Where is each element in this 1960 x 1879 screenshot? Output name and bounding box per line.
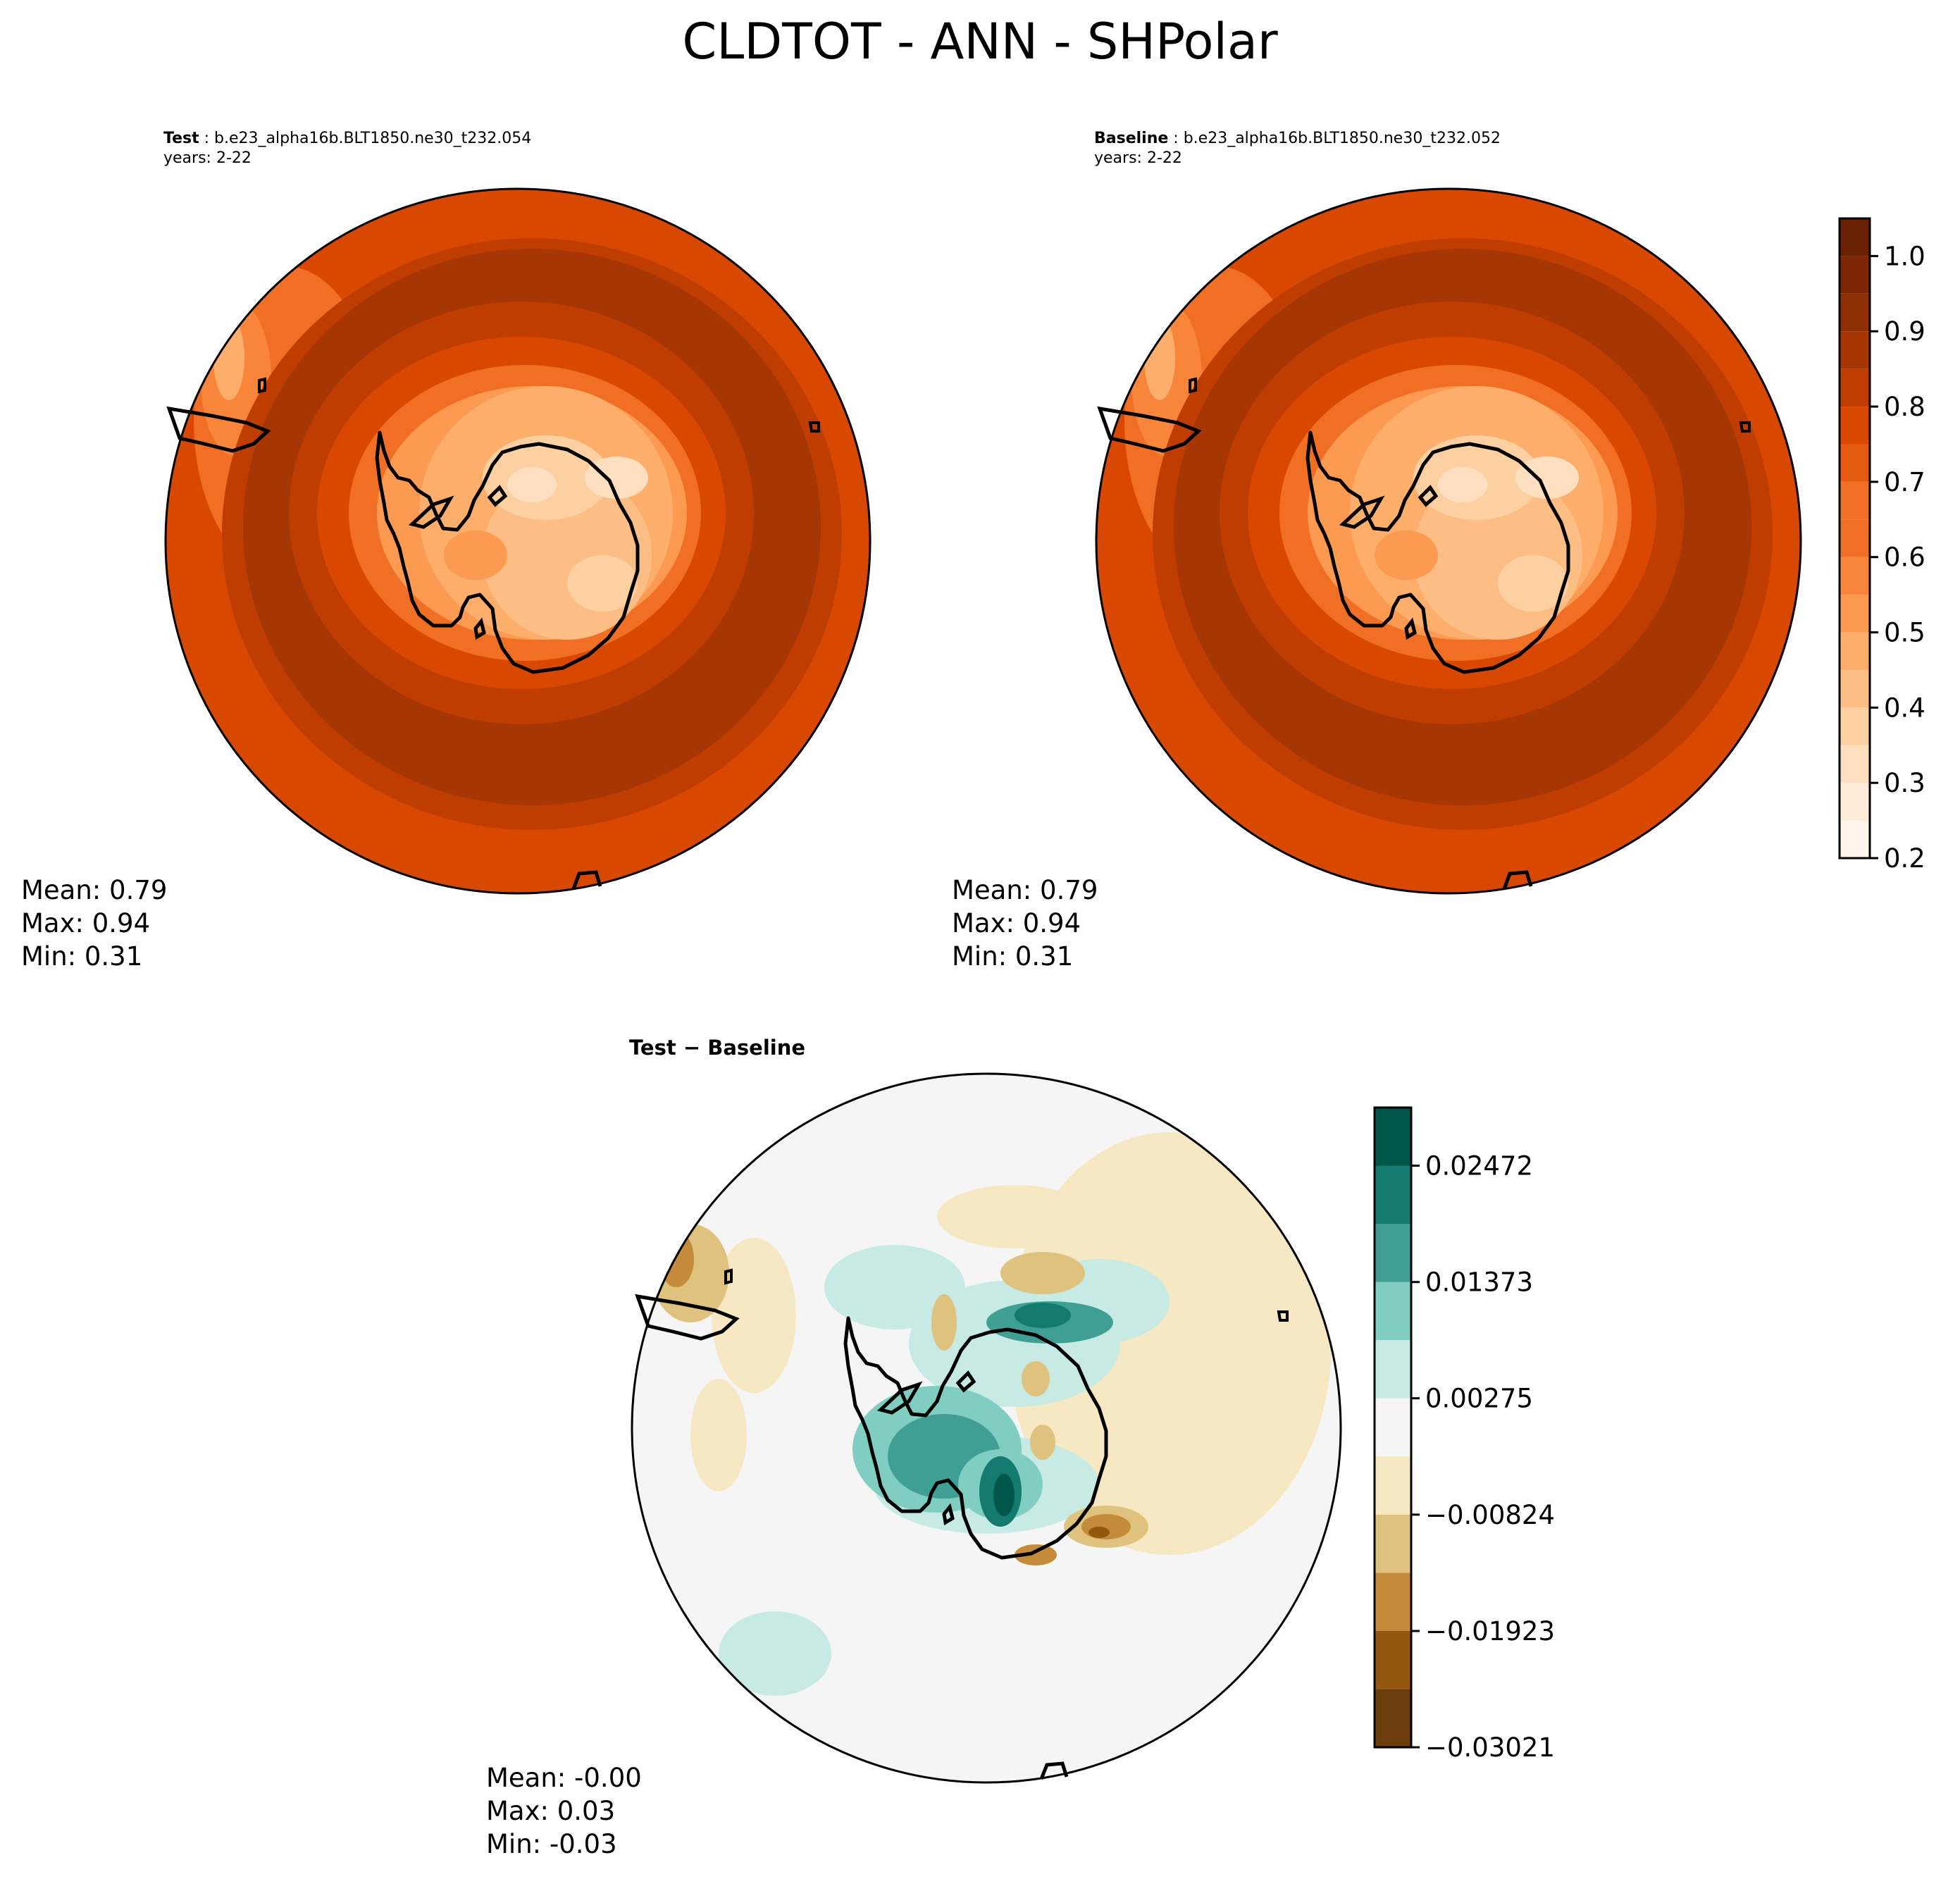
colorbar-tick-label: −0.03021 bbox=[1425, 1732, 1555, 1763]
diff-map bbox=[632, 1074, 1341, 1782]
colorbar-tick-label: 0.3 bbox=[1884, 768, 1925, 798]
field-contour bbox=[1022, 1361, 1050, 1396]
colorbar-tick-label: −0.00824 bbox=[1425, 1500, 1555, 1530]
field-contour bbox=[1007, 1132, 1332, 1555]
colorbar-tick-label: 0.8 bbox=[1884, 392, 1925, 422]
colorbar-swatch bbox=[1375, 1108, 1411, 1166]
colorbar-swatch bbox=[1840, 519, 1870, 557]
colorbar-swatch bbox=[1375, 1689, 1411, 1747]
test-map bbox=[166, 189, 870, 893]
colorbar-swatch bbox=[1840, 481, 1870, 520]
field-contour bbox=[1030, 1425, 1055, 1460]
colorbar-swatch bbox=[1375, 1282, 1411, 1341]
field-contour bbox=[1015, 1544, 1057, 1565]
colorbar-tick-label: 0.02472 bbox=[1425, 1151, 1533, 1182]
colorbar-swatch bbox=[1840, 256, 1870, 294]
diff-stats: Mean: -0.00 Max: 0.03 Min: -0.03 bbox=[486, 1761, 642, 1861]
colorbar-swatch bbox=[1375, 1514, 1411, 1573]
colorbar-swatch bbox=[1840, 745, 1870, 783]
test-case-name: b.e23_alpha16b.BLT1850.ne30_t232.054 bbox=[214, 130, 532, 147]
field-band bbox=[1515, 457, 1579, 499]
colorbar-tick-label: 0.2 bbox=[1884, 843, 1925, 874]
baseline-panel-subtitle: Baseline : b.e23_alpha16b.BLT1850.ne30_t… bbox=[1094, 130, 1501, 167]
colorbar-swatch bbox=[1840, 707, 1870, 745]
baseline-map-boundary bbox=[1095, 187, 1802, 895]
colorbar-swatch bbox=[1840, 293, 1870, 332]
baseline-panel-label: Baseline bbox=[1094, 130, 1169, 147]
test-panel-subtitle: Test : b.e23_alpha16b.BLT1850.ne30_t232.… bbox=[163, 130, 532, 167]
diff-min: Min: -0.03 bbox=[486, 1829, 617, 1859]
baseline-case-name: b.e23_alpha16b.BLT1850.ne30_t232.052 bbox=[1183, 130, 1501, 147]
colorbar-swatch bbox=[1840, 820, 1870, 858]
colorbar-swatch bbox=[1375, 1340, 1411, 1399]
test-years: years: 2-22 bbox=[163, 149, 252, 167]
field-contour bbox=[993, 1474, 1015, 1516]
field-band bbox=[1375, 531, 1438, 580]
colorbar-tick-label: −0.01923 bbox=[1425, 1616, 1555, 1647]
field-band bbox=[1438, 467, 1487, 502]
test-panel-label: Test bbox=[163, 130, 199, 147]
colorbar-tick-label: 0.6 bbox=[1884, 542, 1925, 573]
colorbar-swatch bbox=[1375, 1224, 1411, 1282]
field-contour bbox=[719, 1611, 831, 1696]
colorbar-swatch bbox=[1375, 1398, 1411, 1457]
test-stats: Mean: 0.79 Max: 0.94 Min: 0.31 bbox=[21, 874, 167, 973]
baseline-mean: Mean: 0.79 bbox=[952, 875, 1098, 905]
baseline-years: years: 2-22 bbox=[1094, 149, 1182, 167]
colorbar-swatch bbox=[1840, 557, 1870, 595]
colorbar-cldtot: 0.2 0.3 0.4 0.5 0.6 0.7 0.8 0.9 1.0 bbox=[1838, 217, 1925, 874]
field-contour bbox=[1088, 1527, 1110, 1538]
colorbar-swatch bbox=[1840, 669, 1870, 708]
test-map-boundary bbox=[164, 187, 872, 895]
field-contour bbox=[1015, 1303, 1071, 1328]
colorbar-swatch bbox=[1840, 407, 1870, 445]
field-band bbox=[444, 531, 507, 580]
colorbar-swatch bbox=[1375, 1573, 1411, 1631]
colorbar-diff: −0.03021 −0.01923 −0.00824 0.00275 0.01373 0.… bbox=[1373, 1106, 1555, 1763]
test-max: Max: 0.94 bbox=[21, 908, 151, 938]
colorbar-swatch bbox=[1375, 1165, 1411, 1224]
colorbar-swatch bbox=[1840, 218, 1870, 256]
field-contour bbox=[937, 1185, 1092, 1248]
field-band bbox=[507, 467, 557, 502]
colorbar-swatch bbox=[1840, 368, 1870, 407]
baseline-coastline bbox=[1097, 377, 1751, 890]
test-min: Min: 0.31 bbox=[21, 941, 143, 972]
colorbar-swatch bbox=[1840, 783, 1870, 821]
colorbar-frame bbox=[1838, 217, 1871, 860]
baseline-min: Min: 0.31 bbox=[952, 941, 1074, 972]
baseline-stats: Mean: 0.79 Max: 0.94 Min: 0.31 bbox=[952, 874, 1098, 973]
colorbar-swatch bbox=[1375, 1456, 1411, 1515]
colorbar-tick-label: 0.5 bbox=[1884, 618, 1925, 648]
colorbar-tick-label: 0.01373 bbox=[1425, 1267, 1533, 1298]
diff-max: Max: 0.03 bbox=[486, 1796, 616, 1826]
test-coastline bbox=[166, 377, 820, 890]
field-contour bbox=[1000, 1252, 1085, 1294]
diff-coastline bbox=[635, 1268, 1289, 1780]
colorbar-swatch bbox=[1840, 632, 1870, 670]
field-band bbox=[1498, 555, 1568, 612]
baseline-map bbox=[1096, 189, 1801, 893]
figure-title: CLDTOT - ANN - SHPolar bbox=[682, 13, 1278, 70]
colorbar-tick-label: 0.4 bbox=[1884, 693, 1925, 723]
colorbar-frame bbox=[1373, 1106, 1413, 1749]
colorbar-tick-label: 0.9 bbox=[1884, 316, 1925, 347]
diff-mean: Mean: -0.00 bbox=[486, 1763, 642, 1793]
baseline-max: Max: 0.94 bbox=[952, 908, 1081, 938]
field-contour bbox=[931, 1294, 957, 1351]
field-band bbox=[585, 457, 648, 499]
colorbar-tick-label: 1.0 bbox=[1884, 241, 1925, 271]
diff-panel-title: Test − Baseline bbox=[629, 1036, 806, 1060]
field-contour bbox=[690, 1379, 747, 1492]
diff-map-boundary bbox=[631, 1072, 1342, 1784]
colorbar-swatch bbox=[1840, 595, 1870, 633]
colorbar-tick-label: 0.00275 bbox=[1425, 1384, 1533, 1414]
colorbar-swatch bbox=[1840, 444, 1870, 482]
test-mean: Mean: 0.79 bbox=[21, 875, 168, 905]
colorbar-swatch bbox=[1840, 331, 1870, 369]
colorbar-tick-label: 0.7 bbox=[1884, 467, 1925, 497]
colorbar-swatch bbox=[1375, 1630, 1411, 1689]
field-band bbox=[567, 555, 638, 612]
